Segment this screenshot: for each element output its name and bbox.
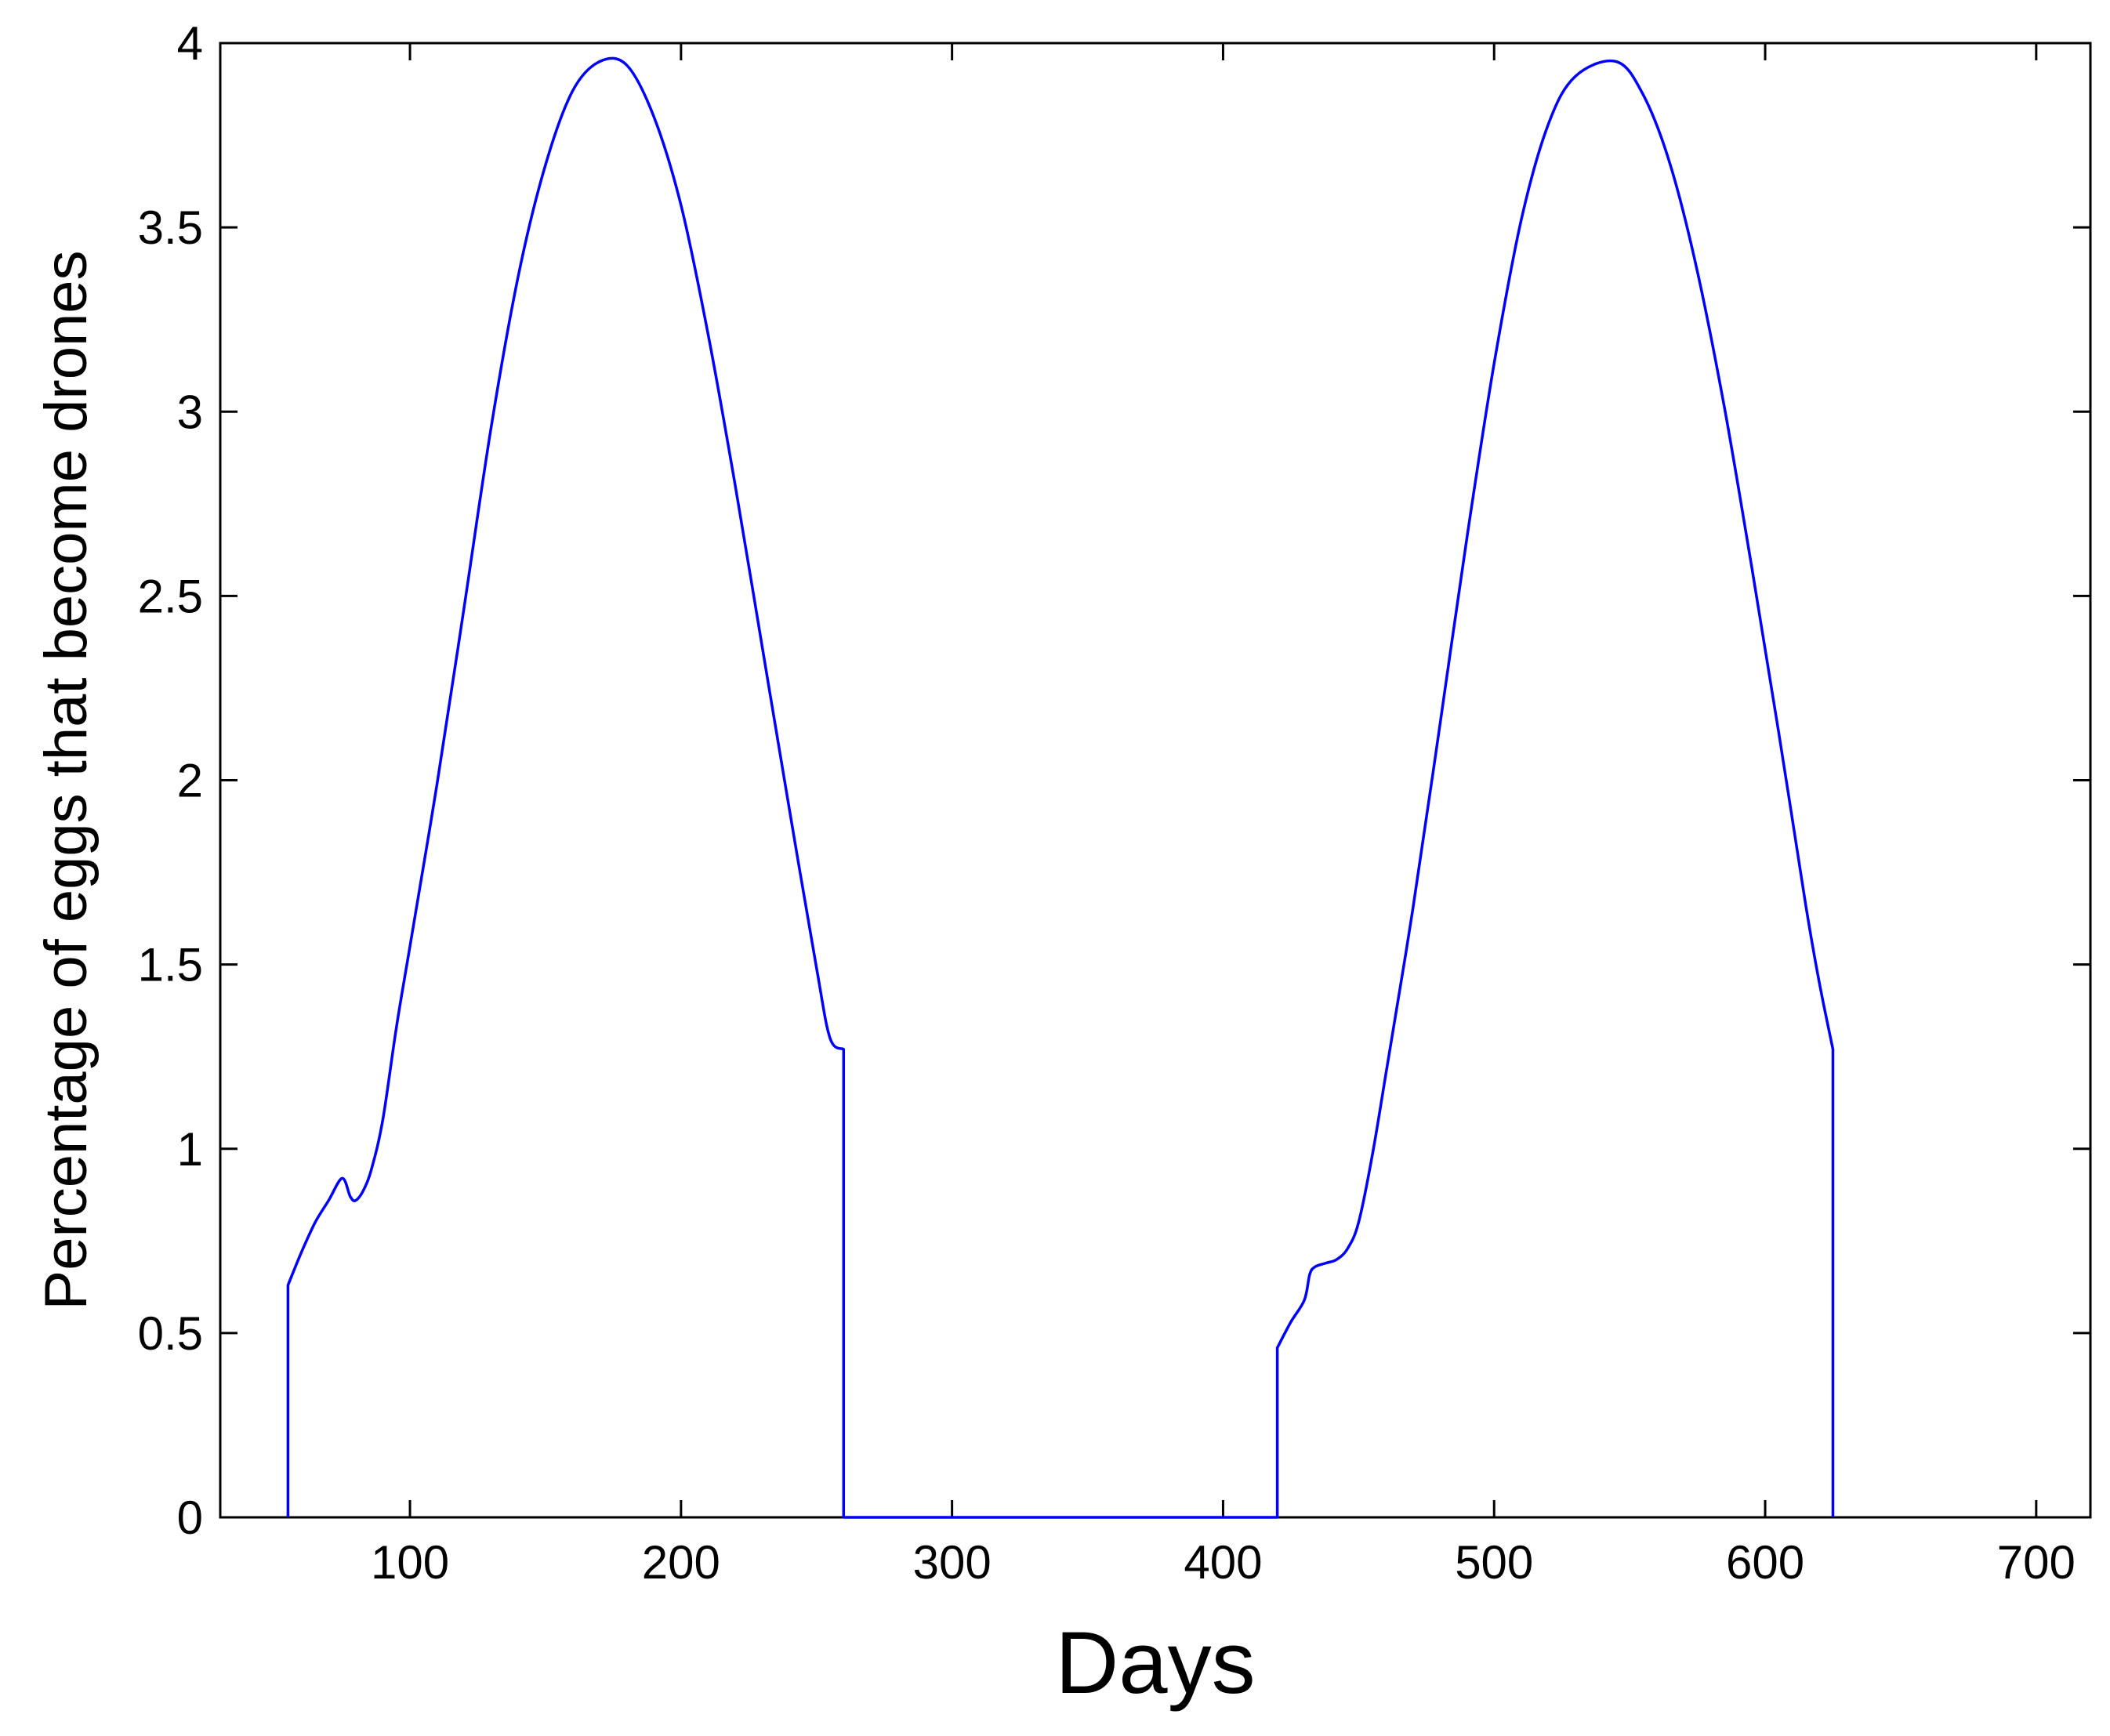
plot-area: 100 200 300 400 500 600 700 0 0.5 1 1.5 2 2.5 3 3.5 4 <box>138 17 2092 1589</box>
y-tick-label: 0.5 <box>138 1307 203 1360</box>
y-axis-title: Percentage of eggs that become drones <box>33 250 100 1310</box>
y-tick-label: 1 <box>177 1123 203 1176</box>
x-tick-label: 600 <box>1726 1536 1804 1589</box>
y-tick-label: 0 <box>177 1491 203 1544</box>
y-tick-label: 2.5 <box>138 570 203 622</box>
y-tick-label: 2 <box>177 755 203 807</box>
x-tick-label: 200 <box>642 1536 720 1589</box>
y-tick-label: 3 <box>177 386 203 438</box>
x-tick-label: 400 <box>1184 1536 1262 1589</box>
x-tick-label: 500 <box>1455 1536 1533 1589</box>
y-tick-label: 3.5 <box>138 201 203 254</box>
series-line <box>286 56 1835 1519</box>
y-tick-label: 1.5 <box>138 939 203 991</box>
x-tick-label: 700 <box>1997 1536 2076 1589</box>
x-axis-title: Days <box>1055 1614 1255 1712</box>
x-tick-label: 300 <box>913 1536 992 1589</box>
x-tick-label: 100 <box>371 1536 449 1589</box>
y-tick-label: 4 <box>177 17 203 70</box>
